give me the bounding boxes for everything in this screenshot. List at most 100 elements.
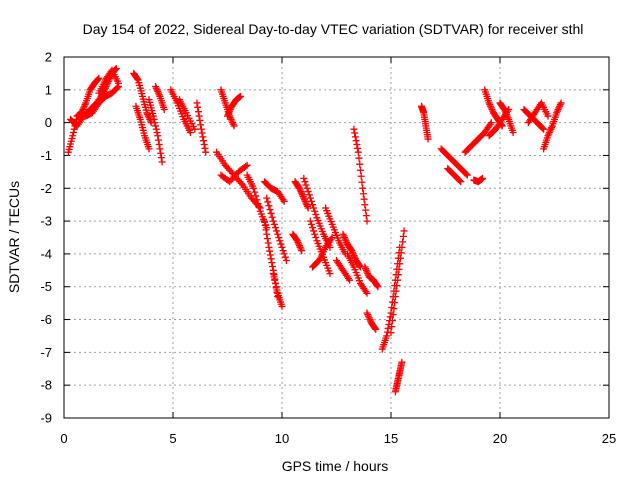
data-point xyxy=(388,323,396,331)
data-point xyxy=(275,234,283,241)
data-point xyxy=(270,220,278,228)
data-point xyxy=(366,316,374,324)
data-point xyxy=(463,171,471,179)
x-tick-label: 0 xyxy=(60,431,67,446)
series-arc-7 xyxy=(145,96,166,166)
data-point xyxy=(197,121,205,129)
data-point xyxy=(400,227,408,235)
data-point xyxy=(237,92,245,100)
data-point xyxy=(278,243,286,251)
x-axis-label: GPS time / hours xyxy=(282,458,389,474)
data-point xyxy=(273,286,281,294)
data-point xyxy=(271,279,279,287)
data-point xyxy=(269,217,277,225)
data-point xyxy=(351,133,359,141)
data-point xyxy=(294,238,302,246)
data-point xyxy=(326,270,334,278)
data-point xyxy=(201,144,209,152)
data-point xyxy=(79,106,87,114)
data-point xyxy=(269,270,277,278)
data-point xyxy=(113,84,121,92)
data-point xyxy=(395,265,403,273)
series-arc-32 xyxy=(363,309,380,333)
data-point xyxy=(557,99,565,107)
y-tick-label: -6 xyxy=(40,312,52,327)
data-point xyxy=(504,114,512,122)
data-point xyxy=(353,141,361,149)
series-arc-19 xyxy=(263,194,290,264)
data-point xyxy=(243,161,251,169)
data-point xyxy=(250,184,258,192)
data-point xyxy=(146,117,154,125)
data-point xyxy=(456,177,464,185)
data-point xyxy=(133,75,141,83)
data-point xyxy=(272,283,280,291)
series-arc-35 xyxy=(391,358,406,396)
data-point xyxy=(392,287,400,295)
data-point xyxy=(144,110,152,118)
data-point xyxy=(362,266,370,274)
data-point xyxy=(267,255,275,263)
data-point xyxy=(158,158,166,166)
data-point xyxy=(365,314,373,322)
data-point xyxy=(356,262,364,270)
series-arc-10 xyxy=(176,96,199,133)
data-point xyxy=(265,243,273,251)
data-point xyxy=(95,74,103,82)
data-point xyxy=(357,172,365,180)
data-point xyxy=(306,194,314,202)
data-point xyxy=(305,191,313,199)
data-point xyxy=(276,237,284,245)
data-point xyxy=(362,265,370,273)
x-axis-tick-labels: 0 5 10 15 20 25 xyxy=(60,431,616,446)
data-point xyxy=(547,125,555,133)
series-arc-21 xyxy=(289,230,306,255)
series-arc-4 xyxy=(95,66,122,97)
series-arc-37 xyxy=(437,145,471,179)
data-point xyxy=(261,217,269,225)
chart-title: Day 154 of 2022, Sidereal Day-to-day VTE… xyxy=(83,21,584,37)
series-arc-36 xyxy=(418,102,432,143)
data-point xyxy=(278,302,286,310)
data-point xyxy=(197,125,205,133)
data-point xyxy=(487,119,495,127)
data-point xyxy=(282,256,290,264)
data-point xyxy=(94,75,102,83)
data-point xyxy=(154,132,162,140)
data-point xyxy=(304,188,312,196)
data-point xyxy=(152,125,160,133)
data-point xyxy=(348,248,356,256)
data-point xyxy=(253,196,261,204)
data-point xyxy=(309,201,317,209)
data-point xyxy=(554,106,562,114)
data-point xyxy=(242,162,250,170)
data-point xyxy=(545,130,553,138)
data-point xyxy=(251,188,259,196)
data-point xyxy=(393,282,401,290)
data-point xyxy=(546,127,554,135)
data-point xyxy=(399,232,407,240)
y-axis-tick-labels: 2 1 0 -1 -2 -3 -4 -5 -6 -7 -8 -9 xyxy=(40,50,52,426)
data-point xyxy=(152,83,160,91)
data-point xyxy=(263,235,271,243)
data-point xyxy=(298,189,306,197)
data-point xyxy=(160,106,168,114)
series-arc-11 xyxy=(193,99,210,156)
data-point xyxy=(112,64,120,72)
data-point xyxy=(354,144,362,152)
data-point xyxy=(274,230,282,238)
data-point xyxy=(237,179,245,187)
data-point xyxy=(279,247,287,255)
data-point xyxy=(264,239,272,247)
series-arc-46 xyxy=(540,99,565,153)
data-point xyxy=(355,154,363,162)
data-point xyxy=(302,199,310,207)
x-tick-label: 25 xyxy=(602,431,616,446)
series-arc-30 xyxy=(350,125,371,225)
data-point xyxy=(69,128,77,136)
data-point xyxy=(150,115,158,123)
data-point xyxy=(360,195,368,203)
data-point xyxy=(193,99,201,107)
data-point xyxy=(81,101,89,109)
